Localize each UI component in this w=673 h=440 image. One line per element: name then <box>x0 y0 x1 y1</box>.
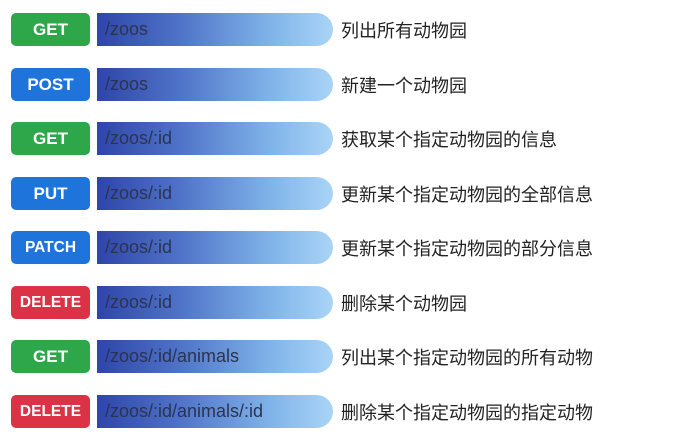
endpoint-row: POST /zoos 新建一个动物园 <box>11 68 661 101</box>
endpoint-path: /zoos/:id <box>97 122 333 155</box>
endpoint-description: 获取某个指定动物园的信息 <box>341 129 557 151</box>
endpoint-path: /zoos/:id/animals <box>97 340 333 373</box>
endpoint-row: GET /zoos 列出所有动物园 <box>11 13 661 46</box>
endpoint-description: 删除某个指定动物园的指定动物 <box>341 402 593 424</box>
endpoint-row: PATCH /zoos/:id 更新某个指定动物园的部分信息 <box>11 231 661 264</box>
method-badge: PATCH <box>11 231 90 264</box>
method-badge: PUT <box>11 177 90 210</box>
endpoint-description: 更新某个指定动物园的部分信息 <box>341 238 593 260</box>
endpoint-path: /zoos <box>97 68 333 101</box>
endpoint-description: 新建一个动物园 <box>341 75 467 97</box>
endpoint-row: GET /zoos/:id 获取某个指定动物园的信息 <box>11 122 661 155</box>
method-badge: GET <box>11 340 90 373</box>
endpoint-path: /zoos/:id <box>97 286 333 319</box>
endpoint-row: DELETE /zoos/:id 删除某个动物园 <box>11 286 661 319</box>
endpoint-path: /zoos <box>97 13 333 46</box>
method-badge: DELETE <box>11 395 90 428</box>
endpoint-description: 删除某个动物园 <box>341 293 467 315</box>
endpoint-description: 列出所有动物园 <box>341 20 467 42</box>
endpoint-path: /zoos/:id <box>97 231 333 264</box>
endpoint-row: DELETE /zoos/:id/animals/:id 删除某个指定动物园的指… <box>11 395 661 428</box>
method-badge: GET <box>11 13 90 46</box>
endpoint-path: /zoos/:id <box>97 177 333 210</box>
endpoint-row: GET /zoos/:id/animals 列出某个指定动物园的所有动物 <box>11 340 661 373</box>
method-badge: GET <box>11 122 90 155</box>
method-badge: POST <box>11 68 90 101</box>
endpoint-path: /zoos/:id/animals/:id <box>97 395 333 428</box>
endpoint-row: PUT /zoos/:id 更新某个指定动物园的全部信息 <box>11 177 661 210</box>
method-badge: DELETE <box>11 286 90 319</box>
endpoint-description: 列出某个指定动物园的所有动物 <box>341 347 593 369</box>
endpoint-description: 更新某个指定动物园的全部信息 <box>341 184 593 206</box>
